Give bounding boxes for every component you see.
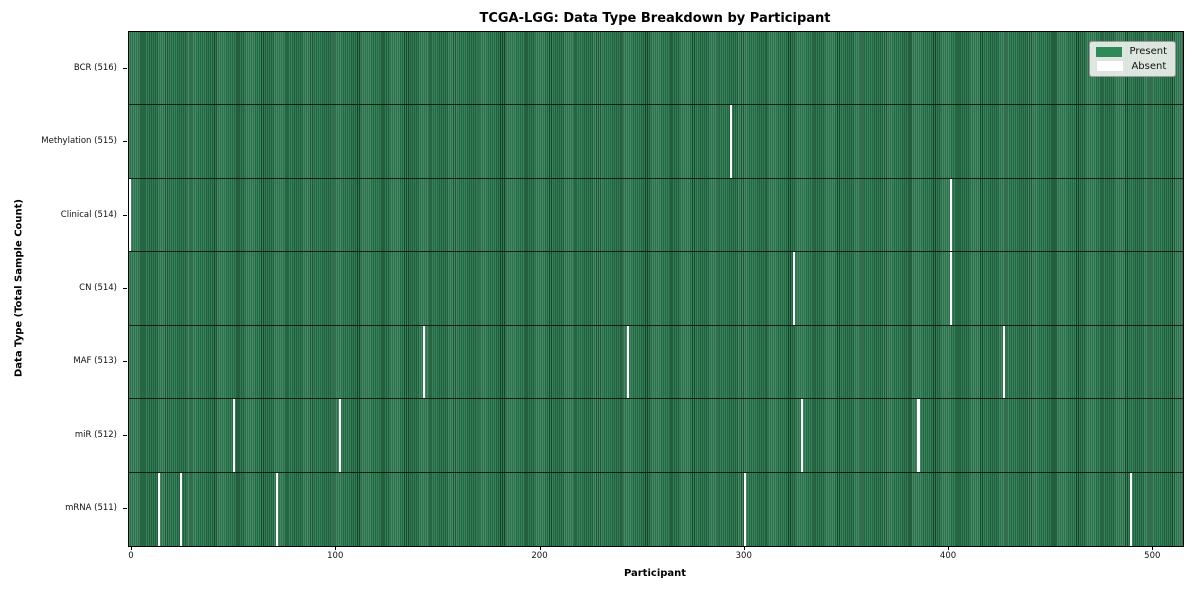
absent-mark-Clinical-0 <box>129 178 132 252</box>
legend: Present Absent <box>1089 41 1176 77</box>
y-tick-label-Clinical: Clinical (514) <box>60 209 117 220</box>
y-tick-label-BCR: BCR (516) <box>73 62 117 73</box>
absent-mark-mRNA-72 <box>276 472 279 546</box>
x-tick-label-100: 100 <box>327 551 344 561</box>
chart-title: TCGA-LGG: Data Type Breakdown by Partici… <box>479 11 831 26</box>
x-tick-label-0: 0 <box>128 551 134 561</box>
absent-mark-Methylation-294 <box>729 105 732 178</box>
absent-mark-MAF-244 <box>627 325 630 399</box>
legend-entry-present: Present <box>1096 46 1167 57</box>
heatmap-row-BCR <box>129 32 1183 106</box>
absent-mark-MAF-144 <box>423 325 426 399</box>
heatmap-row-CN <box>129 252 1183 326</box>
legend-label-absent: Absent <box>1131 60 1167 72</box>
absent-mark-mRNA-25 <box>180 472 183 546</box>
y-tick-mark-BCR <box>123 67 127 69</box>
y-tick-mark-mRNA <box>123 508 127 510</box>
y-tick-mark-CN <box>123 288 127 289</box>
y-tick-mark-MAF <box>123 361 127 363</box>
absent-mark-CN-402 <box>950 252 953 325</box>
absent-mark-mRNA-14 <box>157 472 160 546</box>
y-tick-mark-Methylation <box>123 141 127 143</box>
y-tick-label-mRNA: mRNA (511) <box>65 503 117 514</box>
absent-mark-CN-325 <box>792 252 795 325</box>
absent-mark-miR-386 <box>917 399 920 472</box>
y-tick-mark-miR <box>123 434 127 436</box>
x-tick-label-200: 200 <box>531 551 548 561</box>
legend-label-present: Present <box>1129 46 1167 57</box>
y-tick-label-MAF: MAF (513) <box>73 356 117 367</box>
plot-area: Present Absent <box>128 31 1184 547</box>
x-axis-label: Participant <box>623 568 687 579</box>
y-tick-label-Methylation: Methylation (515) <box>41 136 117 147</box>
y-tick-mark-Clinical <box>123 214 127 216</box>
absent-mark-miR-103 <box>339 399 342 472</box>
x-tick-label-300: 300 <box>735 551 752 561</box>
heatmap-row-Clinical <box>129 178 1183 253</box>
absent-mark-Clinical-402 <box>950 178 953 252</box>
legend-entry-absent: Absent <box>1096 60 1167 72</box>
x-tick-mark-500 <box>1152 546 1154 550</box>
absent-mark-MAF-428 <box>1003 325 1006 399</box>
heatmap-row-miR <box>129 399 1183 473</box>
x-tick-mark-200 <box>539 546 541 550</box>
absent-mark-miR-329 <box>801 399 804 472</box>
legend-swatch-absent <box>1096 60 1125 72</box>
y-axis-label: Data Type (Total Sample Count) <box>13 198 25 378</box>
y-tick-label-CN: CN (514) <box>79 283 117 293</box>
x-tick-mark-0 <box>131 546 132 550</box>
x-tick-label-400: 400 <box>939 551 957 561</box>
absent-mark-mRNA-301 <box>743 472 746 546</box>
x-tick-label-500: 500 <box>1144 551 1161 561</box>
x-tick-mark-100 <box>335 546 337 550</box>
x-tick-mark-300 <box>743 546 745 550</box>
x-tick-mark-400 <box>948 546 950 550</box>
absent-mark-miR-51 <box>233 399 236 472</box>
heatmap-row-MAF <box>129 325 1183 400</box>
absent-mark-mRNA-490 <box>1129 472 1132 546</box>
y-tick-label-miR: miR (512) <box>74 429 117 440</box>
heatmap-row-Methylation <box>129 105 1183 179</box>
legend-swatch-present <box>1096 46 1123 57</box>
heatmap-row-mRNA <box>129 472 1183 546</box>
